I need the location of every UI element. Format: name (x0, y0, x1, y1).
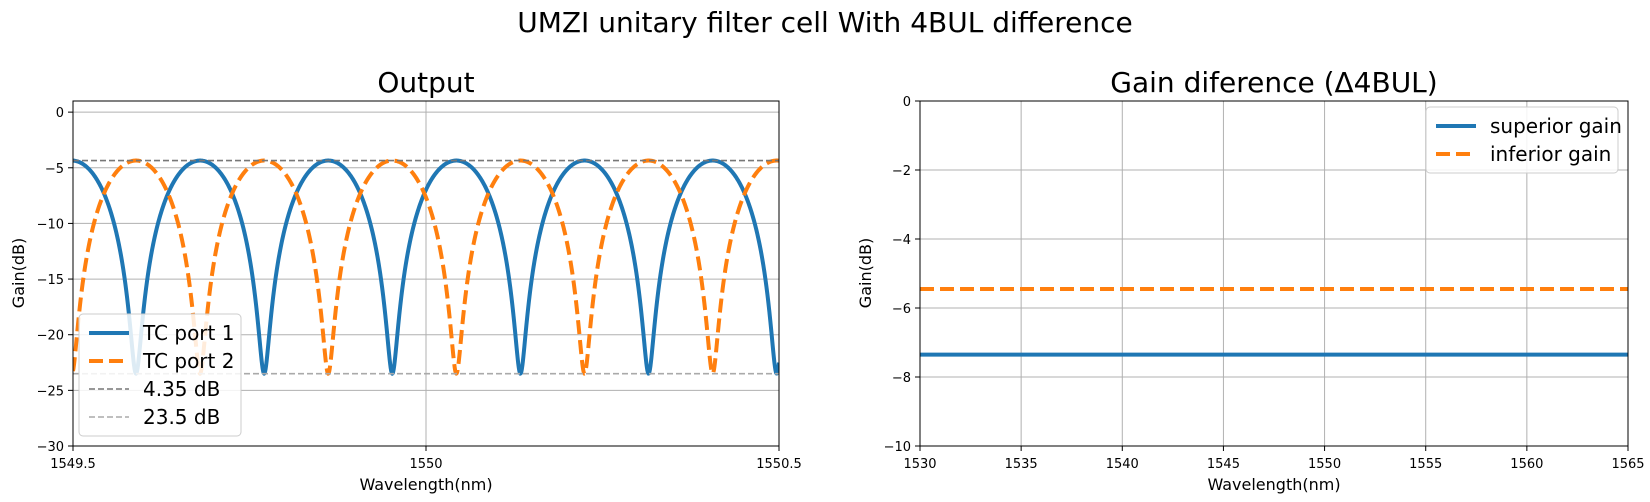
series-line-tc-port-1 (73, 158, 779, 376)
gain-difference-series (920, 287, 1628, 357)
gain-difference-axes: Gain diference (Δ4BUL) 1530 1535 1540 1545 1… (856, 66, 1645, 494)
output-x-axis-label: Wavelength(nm) (359, 475, 492, 494)
legend-label: inferior gain (1490, 142, 1611, 166)
output-y-tick-label: −15 (37, 273, 64, 288)
legend-label: TC port 2 (142, 349, 234, 373)
gain-difference-x-tick-label: 1530 (903, 457, 936, 472)
output-x-tick-label: 1550.5 (756, 457, 802, 472)
output-ticks: 1549.5 1550 1550.5 0 −5 −10 −15 −20 −25 −30 (37, 106, 802, 472)
gain-difference-legend: superior gain inferior gain (1425, 106, 1622, 174)
output-legend: TC port 1 TC port 2 4.35 dB 23.5 dB (78, 313, 242, 437)
gain-difference-x-tick-label: 1565 (1611, 457, 1644, 472)
output-y-tick-label: −30 (37, 440, 64, 455)
gain-difference-y-axis-label: Gain(dB) (856, 238, 875, 308)
output-y-tick-label: 0 (56, 106, 64, 121)
output-axes: Output 1549.5 1550 1550.5 0 −5 −10 −15 −20 −25 −3… (9, 66, 802, 494)
gain-difference-y-tick-label: −2 (892, 164, 911, 179)
gain-difference-y-tick-label: −10 (884, 440, 911, 455)
output-y-tick-label: −5 (45, 162, 64, 177)
output-y-tick-label: −10 (37, 217, 64, 232)
gain-difference-x-tick-label: 1555 (1409, 457, 1442, 472)
legend-label: 23.5 dB (143, 405, 220, 429)
gain-difference-legend-box (1425, 106, 1619, 174)
gain-difference-x-tick-label: 1545 (1207, 457, 1240, 472)
gain-difference-title: Gain diference (Δ4BUL) (1110, 66, 1437, 99)
legend-label: TC port 1 (142, 321, 234, 345)
gain-difference-y-tick-label: 0 (903, 95, 911, 110)
gain-difference-y-tick-label: −8 (892, 371, 911, 386)
figure-title: UMZI unitary filter cell With 4BUL diffe… (517, 6, 1133, 39)
output-series (73, 158, 779, 376)
series-line-tc-port-2 (73, 158, 779, 376)
gain-difference-x-tick-label: 1560 (1510, 457, 1543, 472)
gain-difference-y-tick-label: −6 (892, 302, 911, 317)
output-title: Output (377, 66, 474, 99)
output-x-tick-label: 1550 (409, 457, 442, 472)
gain-difference-x-axis-label: Wavelength(nm) (1207, 475, 1340, 494)
gain-difference-x-tick-label: 1540 (1106, 457, 1139, 472)
output-y-tick-label: −20 (37, 329, 64, 344)
gain-difference-plot-frame (919, 100, 1629, 447)
legend-label: 4.35 dB (143, 377, 220, 401)
gain-difference-ticks: 1530 1535 1540 1545 1550 1555 1560 1565 0 −2 −4 −6 −… (884, 95, 1645, 472)
gain-difference-x-tick-label: 1550 (1308, 457, 1341, 472)
output-y-tick-label: −25 (37, 384, 64, 399)
output-x-tick-label: 1549.5 (50, 457, 96, 472)
legend-label: superior gain (1490, 114, 1622, 138)
output-y-axis-label: Gain(dB) (9, 238, 28, 308)
gain-difference-y-tick-label: −4 (892, 233, 911, 248)
output-legend-box (78, 313, 242, 437)
gain-difference-x-tick-label: 1535 (1005, 457, 1038, 472)
